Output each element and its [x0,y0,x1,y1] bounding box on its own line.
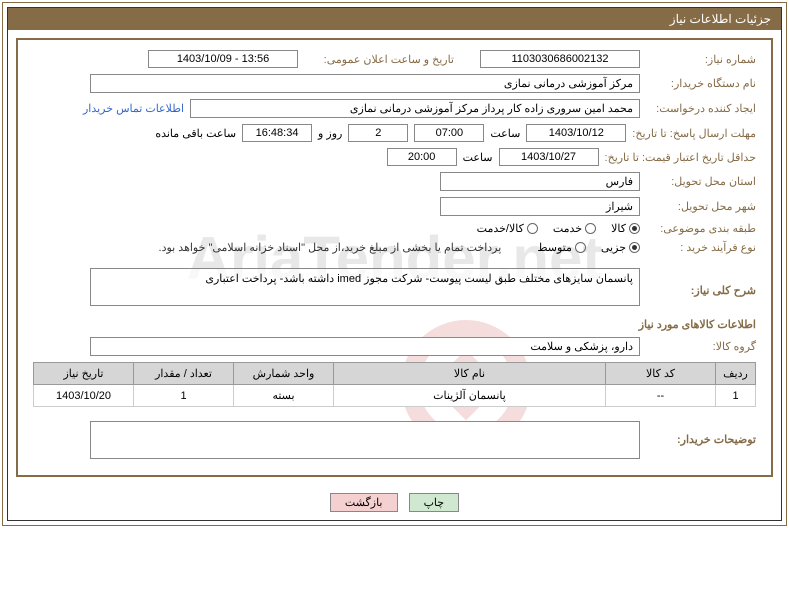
th-name: نام کالا [334,363,606,385]
desc-label: شرح کلی نیاز: [646,284,756,297]
deadline-label: مهلت ارسال پاسخ: تا تاریخ: [632,127,756,140]
group-label: گروه کالا: [646,340,756,353]
th-qty: تعداد / مقدار [134,363,234,385]
radio-service[interactable]: خدمت [553,222,596,235]
creator-field: محمد امین سروری زاده کار پرداز مرکز آموز… [190,99,640,118]
deadline-time-field: 07:00 [414,124,484,142]
buyer-org-field: مرکز آموزشی درمانی نمازی [90,74,640,93]
creator-label: ایجاد کننده درخواست: [646,102,756,115]
table-row: 1 -- پانسمان آلژینات بسته 1 1403/10/20 [34,385,756,407]
buyer-notes-textarea[interactable] [90,421,640,459]
radio-goods[interactable]: کالا [611,222,640,235]
days-field: 2 [348,124,408,142]
th-unit: واحد شمارش [234,363,334,385]
th-row: ردیف [716,363,756,385]
validity-label: حداقل تاریخ اعتبار قیمت: تا تاریخ: [605,151,756,164]
radio-medium[interactable]: متوسط [537,241,586,254]
time-label-2: ساعت [463,151,493,164]
back-button[interactable]: بازگشت [330,493,398,512]
city-label: شهر محل تحویل: [646,200,756,213]
radio-partial[interactable]: جزیی [601,241,640,254]
process-label: نوع فرآیند خرید : [646,241,756,254]
city-field: شیراز [440,197,640,216]
announce-field: 13:56 - 1403/10/09 [148,50,298,68]
deadline-date-field: 1403/10/12 [526,124,626,142]
req-number-field: 1103030686002132 [480,50,640,68]
payment-note: پرداخت تمام یا بخشی از مبلغ خرید،از محل … [159,241,502,254]
goods-table: ردیف کد کالا نام کالا واحد شمارش تعداد /… [33,362,756,407]
province-label: استان محل تحویل: [646,175,756,188]
validity-time-field: 20:00 [387,148,457,166]
validity-date-field: 1403/10/27 [499,148,599,166]
time-label-1: ساعت [490,127,520,140]
print-button[interactable]: چاپ [409,493,460,512]
announce-label: تاریخ و ساعت اعلان عمومی: [304,53,454,66]
th-date: تاریخ نیاز [34,363,134,385]
days-and-label: روز و [318,127,342,140]
category-label: طبقه بندی موضوعی: [646,222,756,235]
buyer-org-label: نام دستگاه خریدار: [646,77,756,90]
remain-time-field: 16:48:34 [242,124,312,142]
goods-info-title: اطلاعات کالاهای مورد نیاز [33,318,756,331]
remain-label: ساعت باقی مانده [155,127,236,140]
th-code: کد کالا [606,363,716,385]
group-field: دارو، پزشکی و سلامت [90,337,640,356]
province-field: فارس [440,172,640,191]
radio-both[interactable]: کالا/خدمت [477,222,538,235]
contact-link[interactable]: اطلاعات تماس خریدار [83,102,184,115]
buyer-notes-label: توضیحات خریدار: [646,433,756,446]
desc-textarea[interactable]: پانسمان سایزهای مختلف طبق لیست پیوست- شر… [90,268,640,306]
panel-header: جزئیات اطلاعات نیاز [8,8,781,30]
req-number-label: شماره نیاز: [646,53,756,66]
